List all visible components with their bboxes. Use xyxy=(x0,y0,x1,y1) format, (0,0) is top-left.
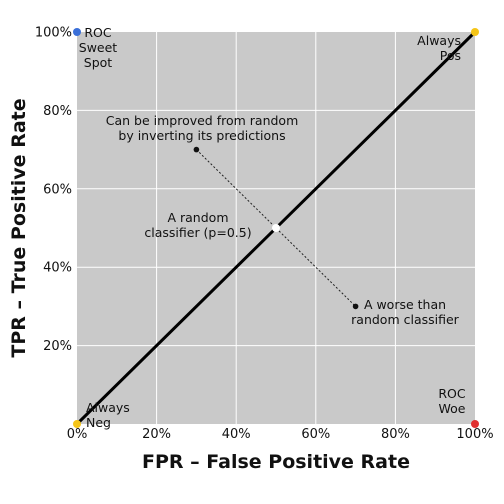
x-tick-label: 80% xyxy=(381,427,410,442)
tick-labels: 0% 20% 40% 60% 80% 100% 20% 40% 60% 80% 100% xyxy=(35,26,494,443)
point-label-4: A random classifier (p=0.5) xyxy=(144,210,251,240)
data-point-3 xyxy=(471,420,479,428)
grid-lines xyxy=(77,32,475,424)
data-point-2 xyxy=(73,28,81,36)
point-label-0: Always Neg xyxy=(86,400,130,430)
data-point-4 xyxy=(272,224,280,232)
point-label-5: A worse than random classifier xyxy=(351,297,460,327)
x-tick-label: 0% xyxy=(67,427,88,442)
y-tick-label: 80% xyxy=(43,104,72,119)
y-tick-label: 20% xyxy=(43,339,72,354)
y-tick-label: 60% xyxy=(43,182,72,197)
y-axis-title: TPR – True Positive Rate xyxy=(8,98,30,357)
point-label-3: ROC Woe xyxy=(438,386,466,416)
y-tick-label: 40% xyxy=(43,261,72,276)
reflection-dotted-line xyxy=(196,149,356,307)
data-point-5 xyxy=(352,303,359,310)
x-tick-label: 100% xyxy=(456,427,493,442)
y-tick-label: 100% xyxy=(35,26,72,41)
data-point-0 xyxy=(73,420,81,428)
x-axis-title: FPR – False Positive Rate xyxy=(142,451,410,473)
point-label-2: ROC Sweet Spot xyxy=(79,25,118,70)
data-point-1 xyxy=(471,28,479,36)
x-tick-label: 40% xyxy=(222,427,251,442)
points-layer xyxy=(73,28,479,428)
point-label-1: Always Pos xyxy=(417,33,461,63)
point-label-6: Can be improved from random by inverting … xyxy=(106,113,299,143)
data-point-6 xyxy=(193,146,200,153)
x-tick-label: 20% xyxy=(142,427,171,442)
x-tick-label: 60% xyxy=(301,427,330,442)
point-labels: Always Neg Always Pos ROC Sweet Spot ROC Woe A ra… xyxy=(79,25,466,430)
